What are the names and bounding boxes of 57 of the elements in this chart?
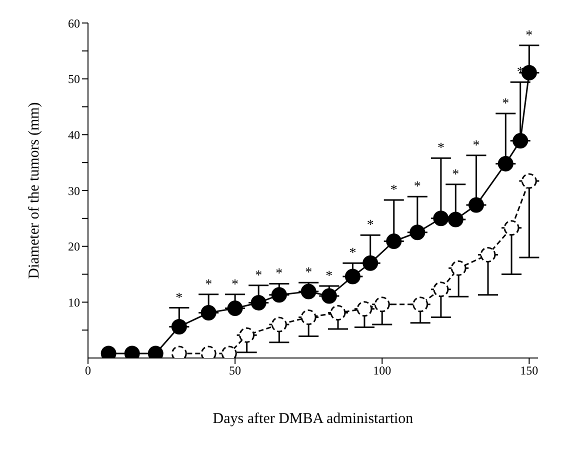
point <box>468 197 484 213</box>
point <box>271 287 287 303</box>
point <box>498 156 514 172</box>
y-tick-label: 60 <box>68 16 80 30</box>
annotation: * <box>526 28 533 44</box>
annotation: * <box>205 277 212 292</box>
point <box>480 246 496 262</box>
point <box>521 64 537 80</box>
y-tick-label: 40 <box>68 128 80 142</box>
point <box>448 212 464 228</box>
annotation: * <box>326 268 333 284</box>
point <box>410 224 426 240</box>
annotation: * <box>366 218 374 234</box>
x-tick-label: 0 <box>85 364 91 378</box>
annotation: * <box>502 96 510 112</box>
annotation: * <box>349 246 356 262</box>
annotation: * <box>232 277 239 292</box>
annotation: * <box>472 138 480 154</box>
point <box>344 268 360 284</box>
point <box>300 284 316 300</box>
point <box>433 282 449 298</box>
annotation: * <box>452 167 460 182</box>
point <box>362 255 378 271</box>
point <box>200 305 216 321</box>
x-axis-title: Days after DMBA administartion <box>212 411 414 427</box>
point <box>321 288 337 304</box>
y-tick-label: 20 <box>68 240 80 254</box>
y-axis-title: Diameter of the tumors (mm) <box>26 102 42 279</box>
annotation: * <box>414 180 421 195</box>
point <box>330 305 346 321</box>
point <box>412 296 428 312</box>
point <box>239 327 255 343</box>
annotation: * <box>390 182 398 198</box>
annotation: * <box>305 266 312 281</box>
x-tick-label: 50 <box>229 364 242 378</box>
y-tick-label: 10 <box>68 295 80 310</box>
point <box>356 301 372 317</box>
x-tick-label: 100 <box>373 364 392 378</box>
y-tick-label: 50 <box>68 72 80 86</box>
point <box>521 173 537 189</box>
point <box>171 318 187 334</box>
point <box>250 294 266 310</box>
point <box>433 210 449 226</box>
annotation: * <box>255 268 262 284</box>
point <box>227 300 243 316</box>
annotation: * <box>437 141 444 156</box>
y-tick-label: 30 <box>68 184 80 198</box>
point <box>504 220 520 236</box>
point <box>386 234 402 250</box>
annotation: * <box>276 266 283 282</box>
point <box>450 260 466 276</box>
point <box>271 316 287 332</box>
point <box>374 296 390 312</box>
annotation: * <box>176 290 183 306</box>
point <box>300 309 316 325</box>
point <box>512 133 528 149</box>
x-tick-label: 150 <box>520 364 538 378</box>
